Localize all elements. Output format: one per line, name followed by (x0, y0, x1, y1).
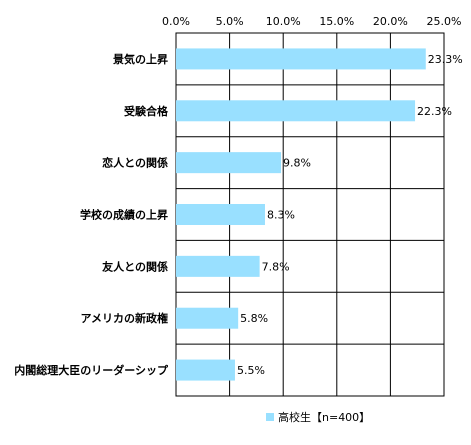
legend-swatch (266, 413, 274, 421)
data-label: 5.5% (237, 364, 265, 377)
data-label: 8.3% (267, 209, 295, 222)
legend-label: 高校生【n=400】 (278, 410, 370, 424)
bar (176, 152, 282, 174)
category-label: 友人との関係 (102, 259, 168, 273)
data-labels: 23.3% 22.3% 9.8% 8.3% 7.8% 5.8% 5.5% (237, 53, 463, 377)
bar (176, 204, 265, 225)
data-label: 22.3% (417, 105, 452, 118)
x-tick-label: 10.0% (266, 15, 301, 28)
x-tick-label: 15.0% (319, 15, 354, 28)
category-label: 恋人との関係 (102, 156, 168, 170)
data-label: 9.8% (283, 157, 311, 170)
x-tick-label: 20.0% (373, 15, 408, 28)
bar (176, 359, 235, 381)
bar (176, 255, 260, 277)
data-label: 7.8% (262, 260, 290, 273)
bar (176, 48, 426, 70)
x-tick-label: 25.0% (427, 15, 462, 28)
category-label: 景気の上昇 (112, 52, 168, 66)
x-tick-label: 5.0% (216, 15, 244, 28)
legend: 高校生【n=400】 (266, 410, 370, 424)
data-label: 5.8% (240, 312, 268, 325)
bars (176, 48, 426, 381)
bar (176, 307, 239, 329)
data-label: 23.3% (428, 53, 463, 66)
grid (175, 32, 445, 397)
bar (176, 100, 416, 122)
category-label: 学校の成績の上昇 (80, 208, 168, 222)
category-label: 受験合格 (124, 104, 169, 118)
category-label: アメリカの新政権 (81, 311, 168, 325)
x-axis-ticks: 0.0% 5.0% 10.0% 15.0% 20.0% 25.0% (162, 15, 461, 28)
category-labels: 景気の上昇受験合格恋人との関係学校の成績の上昇友人との関係アメリカの新政権内閣総… (14, 52, 169, 377)
x-tick-label: 0.0% (162, 15, 190, 28)
category-label: 内閣総理大臣のリーダーシップ (14, 363, 169, 377)
